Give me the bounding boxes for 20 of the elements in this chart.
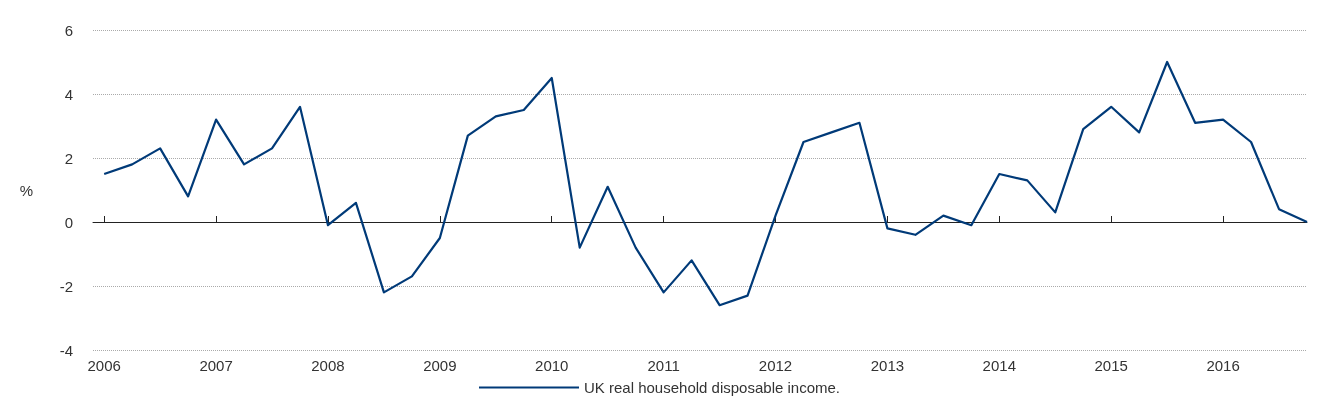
y-tick-label: 6 (64, 21, 73, 39)
x-tick-label: 2012 (758, 357, 793, 374)
y-tick-label: 4 (64, 85, 73, 103)
y-tick-label: 2 (64, 149, 73, 167)
x-tick-label: 2007 (199, 357, 233, 374)
text: UK real household disposable income. (584, 379, 841, 396)
y-axis-title: % (19, 181, 33, 199)
x-tick-label: 2015 (1094, 357, 1128, 374)
x-tick-label: 2011 (647, 357, 680, 374)
line-series (103, 60, 1309, 307)
x-tick-label: 2006 (87, 357, 121, 374)
x-tick-label: 2013 (870, 357, 905, 374)
x-tick-label: 2016 (1206, 357, 1240, 374)
y-tick-label: -2 (59, 277, 73, 295)
x-tick-label: 2014 (982, 357, 1016, 374)
x-tick-label: 2008 (311, 357, 345, 374)
x-tick-label: 2009 (423, 357, 457, 374)
x-tick-label: 2010 (535, 357, 569, 374)
y-tick-label: 0 (64, 213, 73, 231)
y-tick-label: -4 (59, 341, 73, 359)
